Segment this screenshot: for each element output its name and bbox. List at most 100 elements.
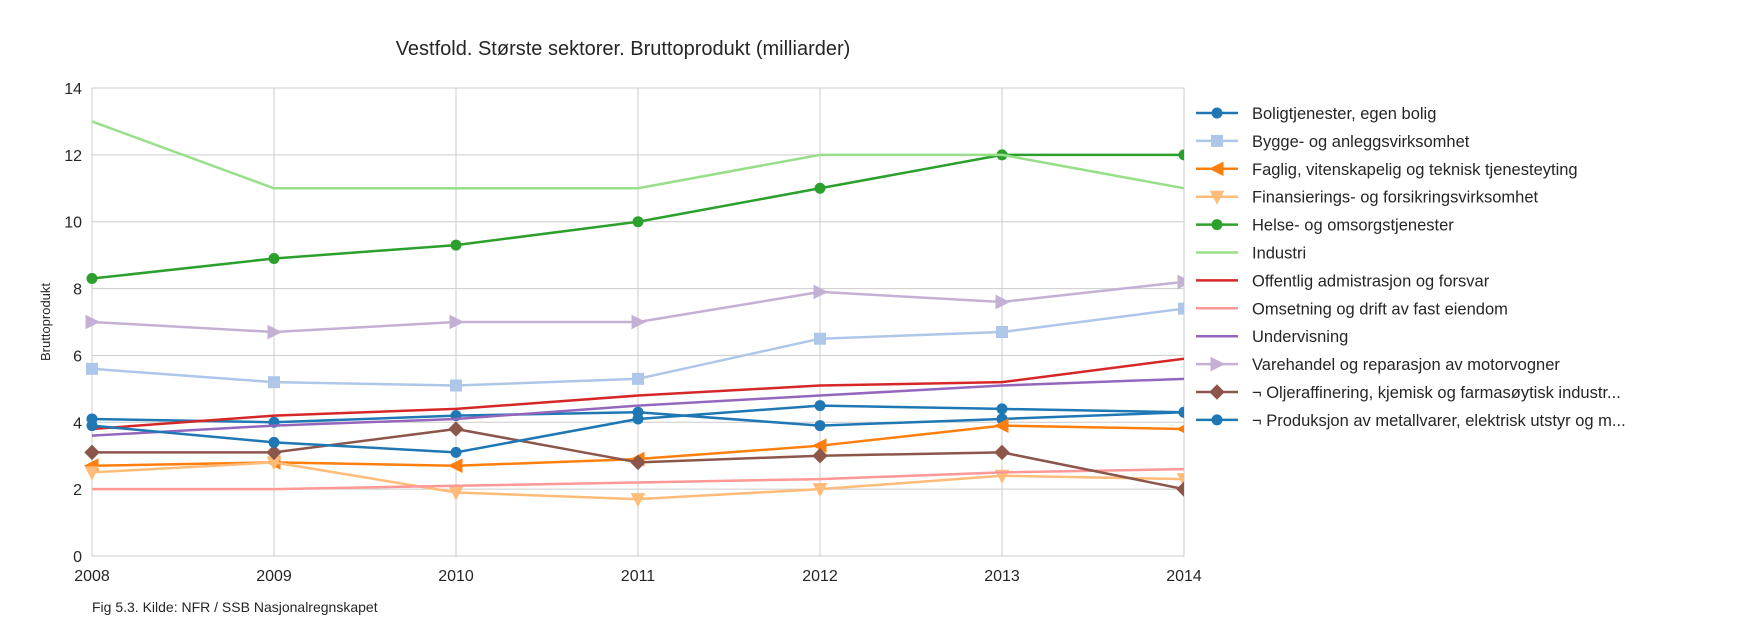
series-10 (85, 274, 1184, 340)
series-7 (91, 357, 1184, 431)
data-point (813, 284, 829, 300)
legend-label: Undervisning (1252, 328, 1348, 346)
legend-label: Finansierings- og forsikringsvirksomhet (1252, 189, 1539, 207)
data-point (447, 458, 463, 474)
data-point (449, 314, 465, 330)
data-point (630, 493, 646, 508)
y-tick-label: 0 (73, 549, 82, 566)
series-group (84, 120, 1184, 508)
y-tick-label: 4 (73, 415, 82, 432)
y-tick-label: 8 (73, 282, 82, 299)
legend-marker (1211, 107, 1223, 119)
series-2 (86, 302, 1184, 392)
legend-item: Boligtjenester, egen bolig (1196, 105, 1436, 123)
legend-marker (1209, 190, 1225, 205)
x-tick-label: 2011 (621, 568, 656, 585)
legend-label: Omsetning og drift av fast eiendom (1252, 300, 1508, 318)
legend-item: Helse- og omsorgstjenester (1196, 217, 1454, 235)
x-tick-label: 2013 (984, 568, 1020, 585)
series-6 (91, 120, 1184, 190)
legend-item: ¬ Produksjon av metallvarer, elektrisk u… (1196, 412, 1626, 430)
x-tick-label: 2008 (74, 568, 110, 585)
data-point (994, 444, 1010, 461)
data-point (1176, 473, 1184, 488)
legend: Boligtjenester, egen bolig Bygge- og anle… (1196, 105, 1626, 430)
data-point (450, 446, 462, 458)
data-point (632, 372, 644, 385)
data-point (450, 239, 462, 251)
data-point (814, 420, 826, 432)
series-line (92, 467, 1184, 491)
legend-label: ¬ Produksjon av metallvarer, elektrisk u… (1252, 412, 1626, 430)
data-point (1178, 302, 1184, 315)
x-tick-label: 2012 (802, 568, 838, 585)
legend-marker (1211, 134, 1223, 147)
legend-label: Faglig, vitenskapelig og teknisk tjenest… (1252, 161, 1578, 179)
x-tick-label: 2014 (1166, 568, 1202, 585)
legend-marker (1210, 356, 1226, 372)
series-8 (92, 467, 1184, 491)
data-point (631, 314, 647, 330)
legend-item: Industri (1196, 245, 1306, 263)
legend-item: Omsetning og drift av fast eiendom (1196, 300, 1508, 318)
data-point (266, 444, 282, 461)
legend-marker (1209, 384, 1225, 400)
legend-item: Finansierings- og forsikringsvirksomhet (1196, 189, 1539, 207)
legend-marker (1211, 414, 1223, 426)
series-line (91, 357, 1184, 431)
x-tick-label: 2010 (438, 568, 474, 585)
legend-item: Undervisning (1196, 328, 1348, 346)
y-tick-label: 2 (73, 482, 82, 499)
figure-caption: Fig 5.3. Kilde: NFR / SSB Nasjonalregnsk… (92, 599, 378, 615)
data-point (86, 362, 98, 375)
data-point (1175, 424, 1184, 434)
data-point (450, 379, 462, 392)
data-point (84, 466, 100, 481)
data-point (630, 454, 646, 471)
legend-label: Industri (1252, 245, 1306, 263)
data-point (84, 444, 100, 461)
data-point (448, 421, 464, 437)
data-point (268, 436, 280, 448)
legend-marker (1208, 161, 1224, 177)
chart-title: Vestfold. Største sektorer. Bruttoproduk… (396, 38, 851, 60)
y-axis-label: Bruttoprodukt (38, 283, 53, 361)
data-point (993, 418, 1009, 433)
legend-item: Faglig, vitenskapelig og teknisk tjenest… (1196, 161, 1578, 179)
data-point (1177, 274, 1184, 290)
legend-label: ¬ Oljeraffinering, kjemisk og farmasøyti… (1252, 384, 1621, 402)
data-point (632, 216, 644, 228)
data-point (86, 273, 98, 285)
legend-label: Bygge- og anleggsvirksomhet (1252, 133, 1470, 151)
x-axis: 2008 2009 2010 2011 2012 2013 2014 (74, 568, 1202, 585)
data-point (268, 252, 280, 264)
y-axis: 0 2 4 6 8 10 12 14 (64, 81, 82, 566)
data-point (85, 314, 101, 330)
data-point (814, 182, 826, 194)
legend-item: ¬ Oljeraffinering, kjemisk og farmasøyti… (1196, 384, 1621, 402)
series-line (91, 120, 1184, 190)
data-point (995, 294, 1011, 310)
legend-item: Offentlig admistrasjon og forsvar (1196, 272, 1490, 290)
legend-item: Varehandel og reparasjon av motorvogner (1196, 356, 1560, 374)
data-point (812, 483, 828, 498)
x-tick-label: 2009 (256, 568, 292, 585)
series-11 (84, 421, 1184, 497)
legend-label: Offentlig admistrasjon og forsvar (1252, 272, 1490, 290)
data-point (996, 403, 1008, 415)
series-9 (91, 377, 1184, 437)
data-point (1176, 481, 1184, 497)
data-point (812, 448, 828, 464)
legend-label: Helse- og omsorgstjenester (1252, 217, 1454, 235)
data-point (632, 413, 644, 425)
data-point (268, 376, 280, 389)
data-point (996, 326, 1008, 339)
data-point (1178, 149, 1184, 161)
legend-label: Varehandel og reparasjon av motorvogner (1252, 356, 1560, 374)
data-point (814, 400, 826, 412)
y-tick-label: 14 (64, 81, 82, 98)
legend-marker (1211, 219, 1223, 231)
data-point (814, 332, 826, 345)
y-tick-label: 10 (64, 215, 82, 232)
